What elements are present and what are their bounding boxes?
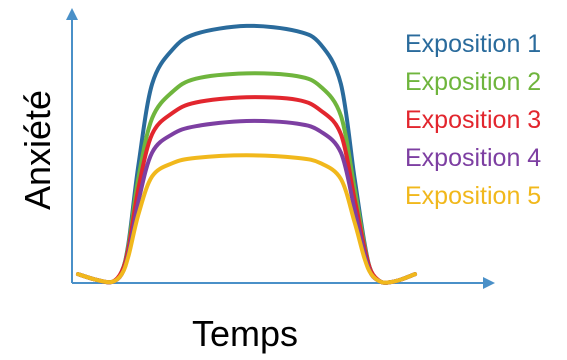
x-axis <box>72 277 495 289</box>
legend-item-exposition-4: Exposition 4 <box>405 144 541 172</box>
legend-item-exposition-2: Exposition 2 <box>405 68 541 96</box>
y-axis <box>66 8 78 283</box>
x-axis-arrow <box>483 277 495 289</box>
y-axis-arrow <box>66 8 78 20</box>
series-layer <box>78 26 415 283</box>
legend-item-exposition-5: Exposition 5 <box>405 182 541 210</box>
legend: Exposition 1 Exposition 2 Exposition 3 Expo… <box>405 30 541 210</box>
x-axis-label: Temps <box>192 313 298 354</box>
y-axis-label: Anxiété <box>17 90 58 210</box>
series-line-exposition-5 <box>78 155 415 282</box>
legend-item-exposition-3: Exposition 3 <box>405 106 541 134</box>
legend-item-exposition-1: Exposition 1 <box>405 30 541 58</box>
